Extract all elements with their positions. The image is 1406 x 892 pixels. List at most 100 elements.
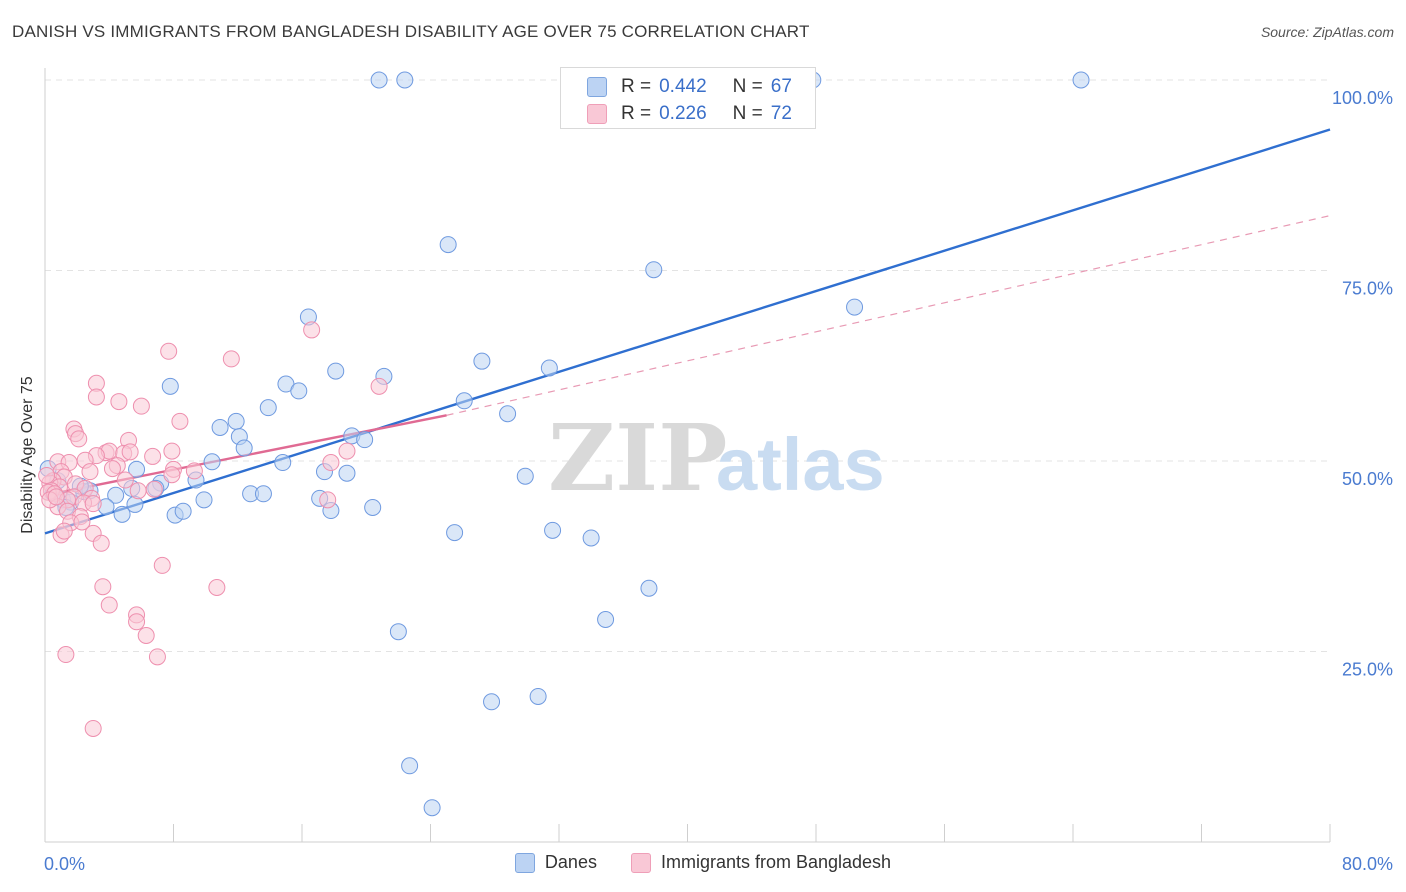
danes-swatch [587, 77, 607, 97]
danes-point [113, 505, 131, 523]
danes-point [473, 352, 491, 370]
danes-point [640, 579, 658, 597]
bangladesh-point [171, 412, 189, 430]
danes-legend-swatch [514, 852, 535, 873]
series-legend: Danes Immigrants from Bangladesh [0, 852, 1406, 873]
bangladesh-point [163, 442, 181, 460]
bangladesh-point [38, 466, 56, 484]
bangladesh-point [319, 491, 337, 509]
danes-point [338, 464, 356, 482]
bangladesh-point [110, 393, 128, 411]
danes-point [1072, 71, 1090, 89]
danes-point [128, 460, 146, 478]
danes-point [364, 498, 382, 516]
stats-row-danes: R = 0.442 N = 67 [587, 73, 792, 101]
bangladesh-point [47, 488, 65, 506]
bangladesh-point [338, 442, 356, 460]
x-tick-label-min: 0.0% [44, 854, 85, 874]
legend-item-bangladesh[interactable]: Immigrants from Bangladesh [630, 852, 892, 873]
bangladesh-point [81, 463, 99, 481]
danes-point [203, 453, 221, 471]
danes-point [846, 298, 864, 316]
danes-point [597, 610, 615, 628]
n-label: N = [732, 103, 763, 124]
danes-point [211, 418, 229, 436]
legend-label-bangladesh: Immigrants from Bangladesh [660, 852, 892, 872]
watermark-zip: ZIP [548, 404, 727, 512]
danes-point [401, 757, 419, 775]
y-tick-label: 25.0% [1342, 660, 1393, 680]
y-tick-label: 75.0% [1342, 279, 1393, 299]
danes-point [259, 399, 277, 417]
danes-point [290, 382, 308, 400]
bangladesh-point [121, 443, 139, 461]
bangladesh-point [185, 462, 203, 480]
bangladesh-point [370, 377, 388, 395]
data-points [38, 71, 1090, 817]
stats-row-bangladesh: R = 0.226 N = 72 [587, 100, 792, 128]
bangladesh-point [163, 466, 181, 484]
bangladesh-point [116, 471, 134, 489]
r-value: 0.442 [659, 76, 707, 97]
r-value: 0.226 [659, 103, 707, 124]
bangladesh-swatch [587, 104, 607, 124]
bangladesh-point [148, 648, 166, 666]
y-tick-label: 50.0% [1342, 469, 1393, 489]
grid-lines [45, 79, 1330, 652]
bangladesh-point [100, 596, 118, 614]
danes-point [107, 486, 125, 504]
danes-point [499, 405, 517, 423]
danes-point [582, 529, 600, 547]
bangladesh-point [73, 513, 91, 531]
x-tick-label-max: 80.0% [1342, 854, 1393, 874]
bangladesh-point [92, 534, 110, 552]
tick-labels: 25.0% 50.0% 75.0% 100.0% 0.0% 80.0% [44, 88, 1393, 874]
y-tick-label: 100.0% [1332, 88, 1393, 108]
danes-point [327, 362, 345, 380]
danes-trend-line [44, 128, 1331, 535]
n-value: 67 [770, 76, 792, 97]
danes-point [645, 261, 663, 279]
bangladesh-point [84, 495, 102, 513]
watermark: ZIP atlas [548, 404, 885, 512]
bangladesh-point [145, 480, 163, 498]
bangladesh-legend-swatch [630, 852, 651, 873]
danes-point [254, 485, 272, 503]
danes-point [540, 359, 558, 377]
stats-legend: R = 0.442 N = 67 R = 0.226 N = 72 [560, 67, 816, 129]
bangladesh-point [137, 626, 155, 644]
y-axis-label: Disability Age Over 75 [19, 376, 36, 534]
bangladesh-point [303, 321, 321, 339]
danes-point [161, 377, 179, 395]
danes-point [396, 71, 414, 89]
legend-label-danes: Danes [544, 852, 597, 872]
danes-point [516, 467, 534, 485]
danes-point [529, 687, 547, 705]
bangladesh-point [160, 342, 178, 360]
bangladesh-point [55, 522, 73, 540]
danes-point [423, 799, 441, 817]
danes-point [274, 454, 292, 472]
axes [44, 68, 1331, 843]
bangladesh-point [322, 454, 340, 472]
chart-title: DANISH VS IMMIGRANTS FROM BANGLADESH DIS… [12, 22, 810, 41]
r-label: R = [621, 76, 652, 97]
legend-item-danes[interactable]: Danes [514, 852, 597, 873]
danes-point [174, 502, 192, 520]
danes-point [235, 439, 253, 457]
bangladesh-point [153, 556, 171, 574]
danes-point [455, 392, 473, 410]
danes-point [195, 491, 213, 509]
danes-point [439, 236, 457, 254]
danes-point [483, 693, 501, 711]
bangladesh-point [57, 646, 75, 664]
danes-point [227, 412, 245, 430]
bangladesh-point [103, 460, 121, 478]
watermark-atlas: atlas [716, 423, 885, 506]
bangladesh-point [222, 350, 240, 368]
bangladesh-point [132, 397, 150, 415]
bangladesh-point [84, 719, 102, 737]
r-label: R = [621, 103, 652, 124]
bangladesh-point [144, 447, 162, 465]
